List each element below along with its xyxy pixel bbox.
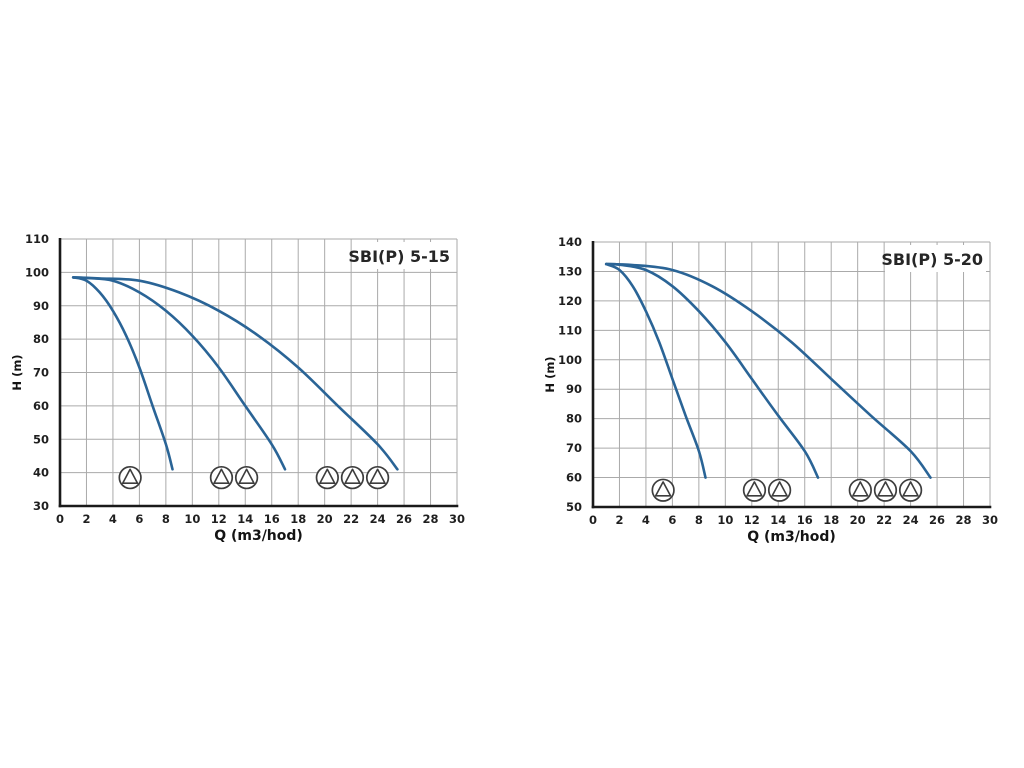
x-tick-label: 26 — [396, 512, 412, 526]
x-tick-label: 12 — [211, 512, 227, 526]
x-tick-label: 18 — [823, 513, 839, 527]
pump-icon — [848, 478, 872, 502]
y-tick-label: 140 — [558, 235, 582, 249]
x-tick-label: 0 — [56, 512, 64, 526]
x-tick-label: 26 — [929, 513, 945, 527]
x-axis-title: Q (m3/hod) — [214, 528, 303, 544]
y-tick-label: 70 — [566, 441, 582, 455]
x-tick-label: 22 — [876, 513, 892, 527]
x-tick-label: 2 — [615, 513, 623, 527]
pump-triangle-icon — [654, 481, 672, 497]
pump-icon — [315, 465, 339, 490]
x-tick-label: 14 — [237, 512, 253, 526]
pump-triangle-icon — [902, 481, 919, 497]
pump-icon — [742, 478, 767, 502]
x-tick-label: 24 — [370, 512, 386, 526]
pump-icon — [651, 478, 675, 502]
y-tick-label: 90 — [566, 382, 582, 396]
y-tick-label: 40 — [33, 466, 49, 480]
pump-icon — [118, 465, 142, 490]
x-tick-label: 14 — [770, 513, 786, 527]
pump-icon-group-2-pumps — [209, 465, 259, 490]
chart-title: SBI(P) 5-15 — [348, 247, 450, 266]
pump-icon-group-1-pumps — [651, 478, 675, 502]
pump-icon — [209, 465, 234, 490]
pump-icon — [767, 478, 792, 502]
x-axis-title: Q (m3/hod) — [747, 529, 836, 545]
pump-curve-3-sbi-p-5-20 — [604, 262, 932, 479]
y-axis-title: H (m) — [10, 354, 24, 390]
pump-icon — [873, 478, 898, 502]
x-tick-label: 0 — [589, 513, 597, 527]
y-tick-label: 120 — [558, 294, 582, 308]
x-tick-label: 4 — [109, 512, 117, 526]
pump-curve-1-sbi-p-5-15 — [71, 276, 174, 471]
x-tick-label: 2 — [82, 512, 90, 526]
chart-title-backdrop — [352, 242, 453, 269]
pump-icon-group-3-pumps — [315, 465, 390, 490]
y-tick-label: 110 — [25, 232, 49, 246]
y-tick-label: 90 — [33, 299, 49, 313]
x-tick-label: 24 — [903, 513, 919, 527]
pump-icon-group-2-pumps — [742, 478, 792, 502]
x-tick-label: 20 — [317, 512, 333, 526]
x-tick-label: 28 — [423, 512, 439, 526]
y-tick-label: 80 — [566, 412, 582, 426]
x-tick-label: 28 — [956, 513, 972, 527]
x-tick-label: 16 — [264, 512, 280, 526]
pump-icon-group-1-pumps — [118, 465, 142, 490]
y-tick-label: 60 — [33, 399, 49, 413]
pump-icon — [898, 478, 923, 502]
pump-icon-group-3-pumps — [848, 478, 923, 502]
pump-triangle-icon — [344, 468, 361, 484]
x-tick-label: 6 — [135, 512, 143, 526]
pump-triangle-icon — [319, 468, 336, 484]
y-tick-label: 50 — [33, 432, 49, 446]
chart-sbi-p-5-20: 0 2 4 6 8 10 12 14 16 18 20 22 24 26 28 305060708090100… — [543, 235, 998, 545]
x-tick-label: 30 — [982, 513, 998, 527]
x-tick-label: 12 — [744, 513, 760, 527]
x-tick-label: 16 — [797, 513, 813, 527]
x-tick-label: 6 — [668, 513, 676, 527]
chart-title-backdrop — [885, 245, 986, 272]
pump-icon — [365, 465, 390, 490]
x-tick-label: 30 — [449, 512, 465, 526]
pump-curve-1-sbi-p-5-20 — [604, 262, 707, 479]
y-tick-label: 70 — [33, 366, 49, 380]
y-tick-label: 80 — [33, 332, 49, 346]
pump-triangle-icon — [213, 468, 230, 484]
y-tick-label: 100 — [25, 265, 49, 279]
pump-triangle-icon — [238, 468, 255, 484]
y-tick-label: 60 — [566, 471, 582, 485]
pump-triangle-icon — [369, 468, 386, 484]
x-tick-label: 8 — [162, 512, 170, 526]
pump-curve-3-sbi-p-5-15 — [71, 276, 399, 471]
y-tick-label: 110 — [558, 323, 582, 337]
chart-sbi-p-5-15: 0 2 4 6 8 10 12 14 16 18 20 22 24 26 28 303040506070809… — [10, 232, 465, 544]
y-axis-title: H (m) — [543, 356, 557, 392]
chart-title: SBI(P) 5-20 — [881, 250, 983, 269]
x-tick-label: 22 — [343, 512, 359, 526]
pump-curve-2-sbi-p-5-20 — [604, 262, 820, 479]
y-tick-label: 50 — [566, 500, 582, 514]
x-tick-label: 18 — [290, 512, 306, 526]
y-tick-label: 130 — [558, 264, 582, 278]
y-tick-label: 30 — [33, 499, 49, 513]
x-tick-label: 8 — [695, 513, 703, 527]
y-tick-label: 100 — [558, 353, 582, 367]
x-tick-label: 10 — [717, 513, 733, 527]
pump-icon — [340, 465, 365, 490]
x-tick-label: 20 — [850, 513, 866, 527]
pump-icon — [234, 465, 259, 490]
pump-triangle-icon — [771, 481, 788, 497]
x-tick-label: 10 — [184, 512, 200, 526]
pump-triangle-icon — [877, 481, 894, 497]
x-tick-label: 4 — [642, 513, 650, 527]
pump-triangle-icon — [852, 481, 869, 497]
pump-triangle-icon — [746, 481, 763, 497]
pump-triangle-icon — [121, 468, 139, 484]
